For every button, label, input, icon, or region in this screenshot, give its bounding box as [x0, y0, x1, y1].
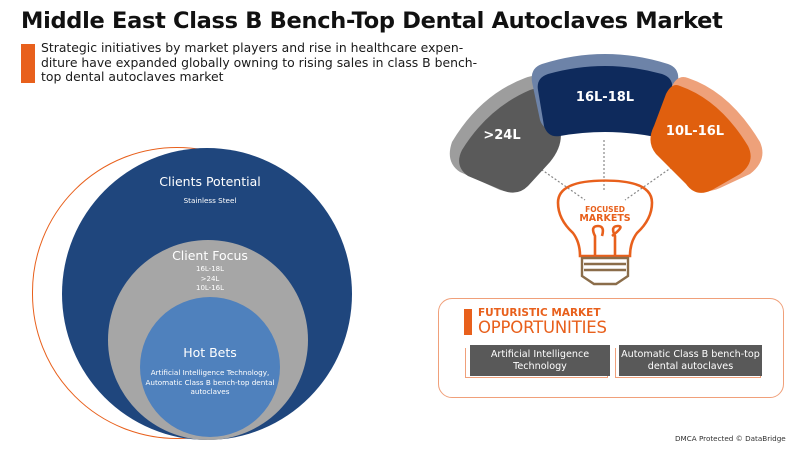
page-title: Middle East Class B Bench-Top Dental Aut…: [21, 8, 723, 34]
circle-hot-bets: [140, 297, 280, 437]
client-focus-item: >24L: [200, 274, 220, 283]
footer-copyright: DMCA Protected © DataBridge: [675, 434, 786, 443]
segment-label-over-24l: >24L: [483, 128, 521, 143]
clients-potential-item: Stainless Steel: [183, 196, 237, 205]
page-subtitle: Strategic initiatives by market players …: [41, 40, 478, 85]
opportunities-heading-line1: FUTURISTIC MARKET: [478, 307, 601, 319]
hot-bets-title: Hot Bets: [183, 345, 237, 360]
client-focus-item: 16L-18L: [195, 265, 225, 273]
clients-potential-title: Clients Potential: [159, 174, 261, 189]
opportunities-accent-bar: [464, 309, 472, 335]
segment-label-10l-16l: 10L-16L: [665, 124, 725, 139]
opportunities-panel: [438, 298, 784, 398]
opportunity-card-text: Automatic Class B bench-top dental autoc…: [621, 349, 760, 372]
focused-markets-line2: MARKETS: [579, 213, 631, 224]
opportunity-card-text: Artificial Intelligence Technology: [490, 349, 590, 372]
subtitle-accent-bar: [21, 44, 35, 83]
hot-bets-text: Artificial Intelligence Technology, Auto…: [145, 368, 275, 397]
segment-label-16l-18l: 16L-18L: [575, 90, 635, 105]
opportunity-card: Artificial Intelligence Technology: [470, 345, 610, 376]
opportunity-card: Automatic Class B bench-top dental autoc…: [619, 345, 762, 376]
focused-markets-label: FOCUSED MARKETS: [575, 205, 635, 223]
focused-markets-line1: FOCUSED: [585, 205, 625, 214]
client-focus-title: Client Focus: [172, 248, 248, 263]
opportunities-heading-line2: OPPORTUNITIES: [478, 318, 607, 337]
client-focus-item: 10L-16L: [195, 284, 225, 292]
client-focus-items: 16L-18L >24L 10L-16L: [160, 265, 260, 294]
focused-markets-graphic: [449, 54, 763, 286]
